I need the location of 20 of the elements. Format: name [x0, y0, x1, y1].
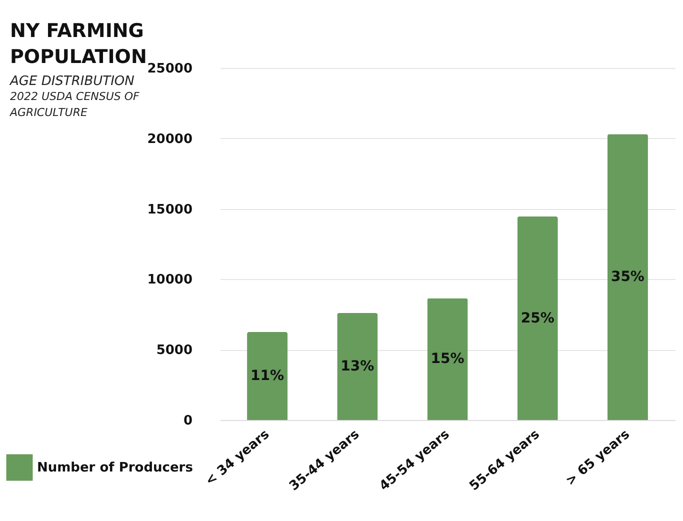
annotation: 15%: [430, 351, 464, 368]
y-tick-label: 15000: [147, 202, 192, 218]
text: 2022 USDA CENSUS OF AGRICULTURE: [10, 89, 140, 121]
bar: [337, 312, 378, 420]
y-tick-label: 10000: [147, 272, 192, 288]
annotation: 25%: [520, 310, 554, 326]
bar: [607, 134, 648, 420]
y-tick-label: 20000: [147, 132, 192, 147]
chart-title: NY FARMING POPULATION: [10, 20, 147, 68]
y-tick-label: 0: [183, 414, 192, 428]
annotation: 13%: [340, 358, 374, 374]
text: AGE DISTRIBUTION: [10, 74, 134, 89]
annotation: 11%: [250, 368, 284, 384]
y-tick-label: 5000: [156, 343, 192, 358]
bar: [517, 216, 558, 420]
legend-label: Number of Producers: [37, 460, 194, 476]
annotation: 35%: [610, 269, 644, 286]
bar: [427, 298, 468, 420]
bar: [247, 332, 288, 420]
y-tick-label: 25000: [147, 62, 192, 76]
